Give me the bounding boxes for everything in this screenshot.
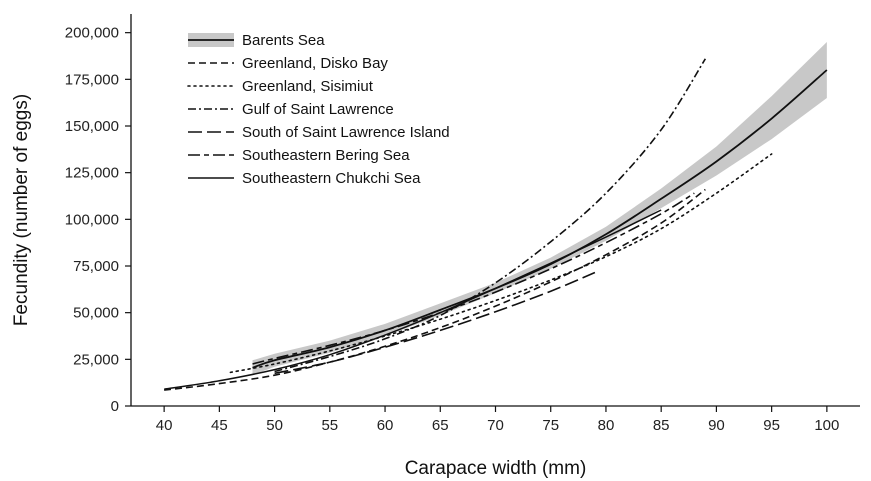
legend-label: Southeastern Bering Sea <box>242 147 410 164</box>
x-tick-label: 40 <box>156 417 173 434</box>
legend-item: Southeastern Bering Sea <box>188 147 410 164</box>
y-tick-label: 75,000 <box>73 258 119 275</box>
legend-label: Southeastern Chukchi Sea <box>242 170 421 187</box>
legend-item: South of Saint Lawrence Island <box>188 124 450 141</box>
y-tick-label: 200,000 <box>65 25 119 42</box>
legend-item: Greenland, Sisimiut <box>187 78 374 95</box>
y-axis-title: Fecundity (number of eggs) <box>11 94 32 326</box>
x-axis-title: Carapace width (mm) <box>405 458 587 479</box>
y-tick-label: 150,000 <box>65 118 119 135</box>
legend-label: Gulf of Saint Lawrence <box>242 101 394 118</box>
x-tick-label: 75 <box>542 417 559 434</box>
x-tick-label: 90 <box>708 417 725 434</box>
series-line-1 <box>252 69 828 369</box>
y-tick-label: 100,000 <box>65 211 119 228</box>
y-tick-label: 175,000 <box>65 71 119 88</box>
series-line-7 <box>164 209 662 390</box>
legend-item: Gulf of Saint Lawrence <box>188 101 394 118</box>
x-tick-label: 80 <box>598 417 615 434</box>
series-line-4 <box>274 58 707 373</box>
y-tick-label: 125,000 <box>65 165 119 182</box>
x-tick-label: 85 <box>653 417 670 434</box>
legend-label: Greenland, Sisimiut <box>242 78 374 95</box>
y-tick-label: 25,000 <box>73 351 119 368</box>
series-line-6 <box>252 192 695 365</box>
legend-item: Barents Sea <box>188 32 325 49</box>
legend-label: Barents Sea <box>242 32 325 49</box>
y-ticks: 0 25,000 50,000 75,000 100,000 125,000 150,000… <box>65 25 131 415</box>
x-tick-label: 55 <box>321 417 338 434</box>
legend-item: Southeastern Chukchi Sea <box>188 170 421 187</box>
x-tick-label: 45 <box>211 417 228 434</box>
legend: Barents Sea Greenland, Disko Bay Greenland… <box>187 32 450 187</box>
series-line-5 <box>274 271 596 375</box>
legend-label: Greenland, Disko Bay <box>242 55 388 72</box>
x-ticks: 40 45 50 55 60 65 70 75 80 85 90 95 100 <box>156 406 839 434</box>
y-tick-label: 50,000 <box>73 305 119 322</box>
legend-label: South of Saint Lawrence Island <box>242 124 450 141</box>
x-tick-label: 100 <box>814 417 839 434</box>
legend-item: Greenland, Disko Bay <box>188 55 388 72</box>
x-tick-label: 65 <box>432 417 449 434</box>
x-tick-label: 50 <box>266 417 283 434</box>
y-tick-label: 0 <box>111 398 119 415</box>
series-layer <box>164 58 828 391</box>
x-tick-label: 60 <box>377 417 394 434</box>
x-tick-label: 95 <box>763 417 780 434</box>
axes-layer <box>130 14 860 407</box>
x-tick-label: 70 <box>487 417 504 434</box>
